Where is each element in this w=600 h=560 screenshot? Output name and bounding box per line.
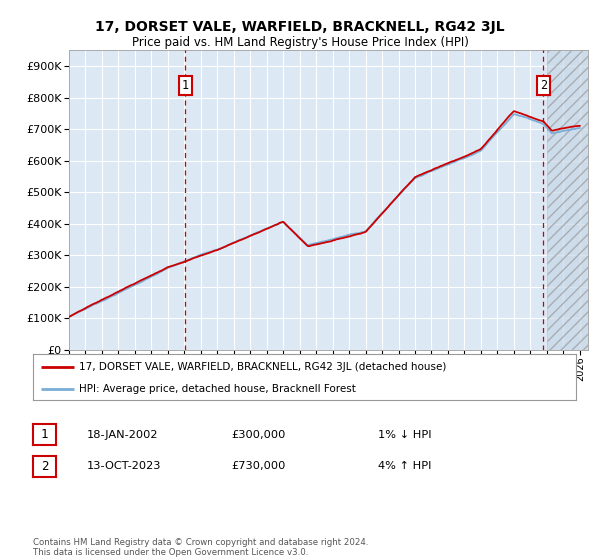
Text: 1% ↓ HPI: 1% ↓ HPI — [378, 430, 431, 440]
Text: 2: 2 — [41, 460, 48, 473]
Bar — [547, 50, 588, 350]
Text: 17, DORSET VALE, WARFIELD, BRACKNELL, RG42 3JL (detached house): 17, DORSET VALE, WARFIELD, BRACKNELL, RG… — [79, 362, 446, 372]
Text: Contains HM Land Registry data © Crown copyright and database right 2024.
This d: Contains HM Land Registry data © Crown c… — [33, 538, 368, 557]
Text: 2: 2 — [540, 78, 547, 92]
Text: 13-OCT-2023: 13-OCT-2023 — [87, 461, 161, 472]
Text: 1: 1 — [41, 428, 48, 441]
Text: 18-JAN-2002: 18-JAN-2002 — [87, 430, 158, 440]
Text: 4% ↑ HPI: 4% ↑ HPI — [378, 461, 431, 472]
Text: Price paid vs. HM Land Registry's House Price Index (HPI): Price paid vs. HM Land Registry's House … — [131, 36, 469, 49]
Text: HPI: Average price, detached house, Bracknell Forest: HPI: Average price, detached house, Brac… — [79, 384, 356, 394]
Text: 1: 1 — [182, 78, 189, 92]
Text: 17, DORSET VALE, WARFIELD, BRACKNELL, RG42 3JL: 17, DORSET VALE, WARFIELD, BRACKNELL, RG… — [95, 20, 505, 34]
Text: £730,000: £730,000 — [231, 461, 286, 472]
Text: £300,000: £300,000 — [231, 430, 286, 440]
